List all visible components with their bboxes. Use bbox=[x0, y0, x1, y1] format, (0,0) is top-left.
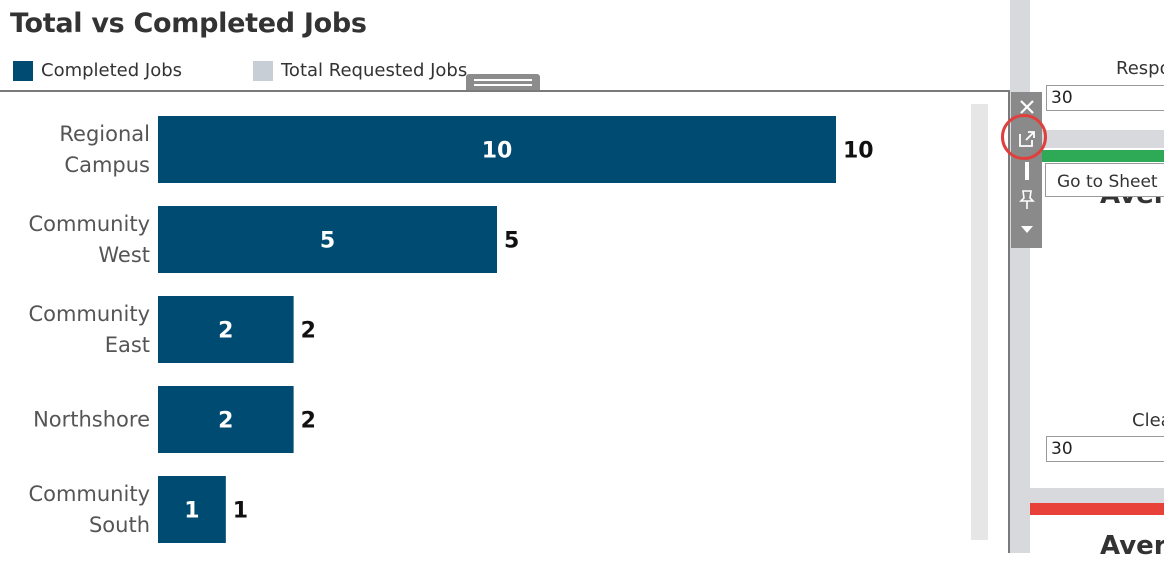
highlight-ring bbox=[1001, 114, 1047, 160]
data-label-completed-2: 2 bbox=[218, 319, 233, 344]
data-label-total-0: 10 bbox=[843, 139, 874, 164]
red-accent-bar bbox=[1030, 503, 1164, 515]
data-label-total-3: 2 bbox=[301, 409, 316, 434]
drag-handle[interactable] bbox=[466, 74, 540, 92]
data-label-total-2: 2 bbox=[301, 319, 316, 344]
legend-swatch-total bbox=[253, 60, 273, 81]
dropdown-arrow-icon[interactable] bbox=[1011, 218, 1042, 242]
avg-title-2: Aver bbox=[1100, 531, 1164, 561]
data-label-completed-1: 5 bbox=[320, 229, 335, 254]
plot-frame bbox=[0, 90, 1010, 553]
category-label-4: Community South bbox=[28, 482, 150, 537]
response-label: Respo bbox=[1116, 58, 1164, 79]
bar-completed-2[interactable] bbox=[158, 296, 294, 363]
filter-handle-icon bbox=[1011, 160, 1042, 182]
data-label-completed-4: 1 bbox=[184, 499, 199, 524]
data-label-total-4: 1 bbox=[233, 499, 248, 524]
data-label-total-1: 5 bbox=[504, 229, 519, 254]
category-label-2: Community East bbox=[28, 302, 150, 357]
category-label-1: Community West bbox=[28, 212, 150, 267]
vertical-scrollbar[interactable] bbox=[971, 104, 988, 540]
data-label-completed-3: 2 bbox=[218, 409, 233, 434]
legend-item-total[interactable]: Total Requested Jobs bbox=[253, 60, 467, 81]
worksheet: Total vs Completed Jobs Completed Jobs T… bbox=[0, 8, 1010, 553]
bar-completed-3[interactable] bbox=[158, 386, 294, 453]
legend-item-completed[interactable]: Completed Jobs bbox=[13, 60, 182, 81]
bar-chart: 10 10 Regional Campus 5 5 Community West 2 2 Commu… bbox=[28, 116, 874, 543]
clear-input[interactable]: 30 bbox=[1046, 436, 1164, 462]
right-dashboard-panel: Respo Aver Clea Aver bbox=[1010, 0, 1164, 561]
data-label-completed-0: 10 bbox=[482, 139, 513, 164]
close-icon[interactable] bbox=[1011, 94, 1042, 120]
avg-panel-2: Aver bbox=[1030, 503, 1164, 561]
legend-label-total: Total Requested Jobs bbox=[281, 60, 468, 81]
category-label-0: Regional Campus bbox=[59, 122, 150, 177]
clear-label: Clea bbox=[1132, 410, 1164, 431]
pin-icon[interactable] bbox=[1011, 186, 1042, 214]
bar-completed-4[interactable] bbox=[158, 476, 226, 543]
sheet-title: Total vs Completed Jobs bbox=[10, 8, 367, 39]
bar-completed-0[interactable] bbox=[158, 116, 836, 183]
response-input[interactable]: 30 bbox=[1046, 85, 1164, 111]
bar-completed-1[interactable] bbox=[158, 206, 497, 273]
legend-label-completed: Completed Jobs bbox=[41, 60, 183, 81]
category-label-3: Northshore bbox=[33, 408, 150, 432]
go-to-sheet-tooltip: Go to Sheet bbox=[1045, 163, 1164, 197]
green-accent-bar bbox=[1030, 150, 1164, 162]
legend-swatch-completed bbox=[13, 60, 33, 81]
